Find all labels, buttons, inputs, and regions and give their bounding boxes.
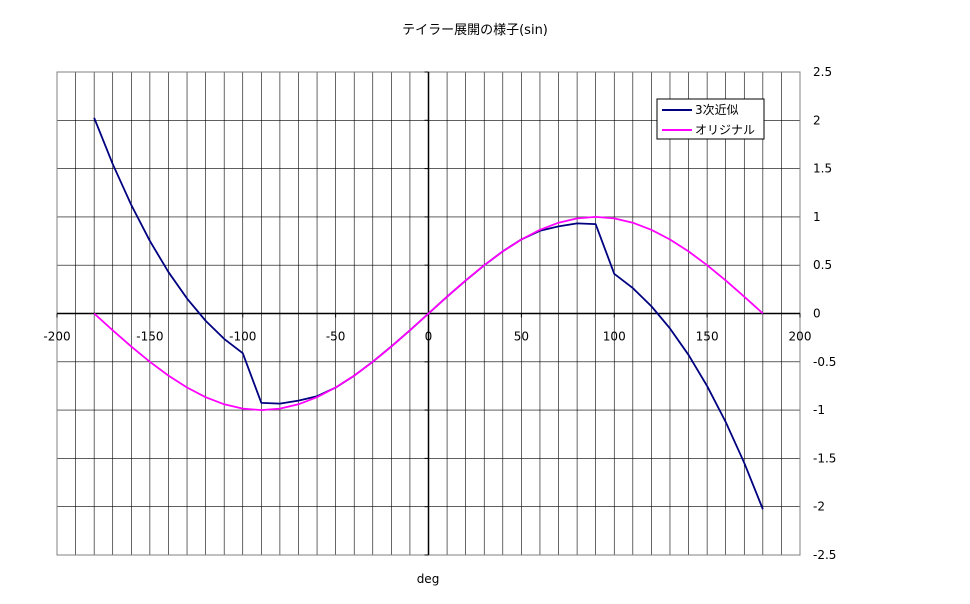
legend-label-0: 3次近似 xyxy=(695,103,739,117)
legend-label-1: オリジナル xyxy=(695,123,755,137)
x-tick-label: -200 xyxy=(43,330,70,344)
x-tick-label: 50 xyxy=(514,330,529,344)
y-tick-label: 1.5 xyxy=(813,162,832,176)
y-tick-label: -2 xyxy=(813,500,825,514)
y-tick-label: -2.5 xyxy=(813,548,836,562)
y-tick-label: 2 xyxy=(813,113,821,127)
y-tick-label: 1 xyxy=(813,210,821,224)
y-tick-label: 0 xyxy=(813,307,821,321)
axes: -200 -150 -100 -50 0 50 100 150 200 2.5 2 1.5 1 0.5 0 -… xyxy=(43,65,836,562)
x-tick-label: 0 xyxy=(425,330,433,344)
y-tick-label: 2.5 xyxy=(813,65,832,79)
y-tick-label: -1 xyxy=(813,403,825,417)
x-tick-label: 150 xyxy=(696,330,719,344)
x-tick-label: -150 xyxy=(136,330,163,344)
x-tick-label: 200 xyxy=(789,330,812,344)
y-tick-label: -0.5 xyxy=(813,355,836,369)
series-layer xyxy=(93,117,764,510)
legend: 3次近似 オリジナル xyxy=(656,98,765,140)
chart-title: テイラー展開の様子(sin) xyxy=(402,23,548,38)
series-line-1 xyxy=(93,215,764,412)
y-tick-label: 0.5 xyxy=(813,258,832,272)
x-tick-label: -100 xyxy=(229,330,256,344)
legend-box xyxy=(656,98,765,140)
x-axis-label: deg xyxy=(417,572,440,586)
x-tick-label: 100 xyxy=(603,330,626,344)
x-tick-label: -50 xyxy=(326,330,346,344)
y-tick-label: -1.5 xyxy=(813,451,836,465)
